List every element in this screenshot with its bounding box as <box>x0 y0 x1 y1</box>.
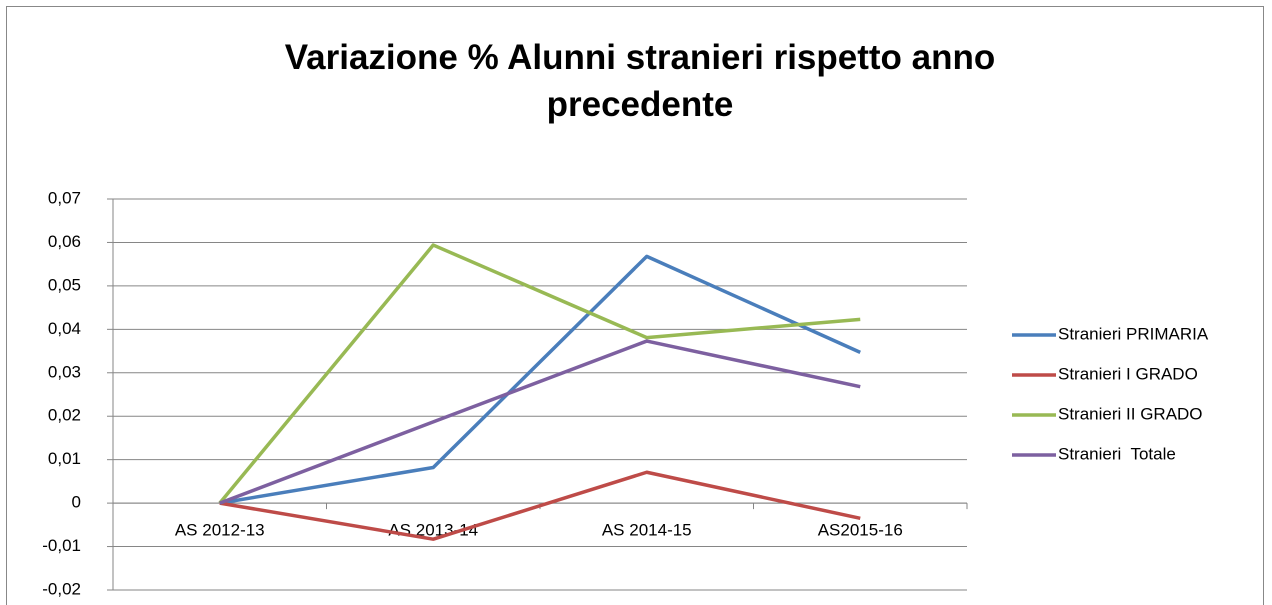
chart-frame <box>6 6 1264 605</box>
y-tick-label: 0,03 <box>48 362 81 381</box>
y-tick-label: -0,02 <box>42 579 81 598</box>
series-line <box>218 243 861 505</box>
x-tick-label: AS2015-16 <box>818 521 903 540</box>
y-tick-label: 0 <box>72 493 81 512</box>
legend-label: Stranieri I GRADO <box>1058 364 1198 383</box>
series-line <box>219 339 861 505</box>
y-tick-label: 0,02 <box>48 406 81 425</box>
y-tick-label: 0,01 <box>48 449 81 468</box>
y-tick-label: -0,01 <box>42 536 81 555</box>
y-tick-label: 0,06 <box>48 232 81 251</box>
legend-label: Stranieri II GRADO <box>1058 404 1203 423</box>
series-line <box>219 254 861 505</box>
legend-label: Stranieri Totale <box>1058 444 1176 463</box>
y-tick-label: 0,04 <box>48 319 81 338</box>
chart-title: Variazione % Alunni stranieri rispetto a… <box>284 38 996 124</box>
legend-label: Stranieri PRIMARIA <box>1058 324 1209 343</box>
series-line <box>219 470 861 541</box>
x-tick-label: AS 2014-15 <box>602 521 692 540</box>
y-tick-label: 0,05 <box>48 275 81 294</box>
x-tick-label: AS 2012-13 <box>175 521 265 540</box>
y-tick-label: 0,07 <box>48 188 81 207</box>
